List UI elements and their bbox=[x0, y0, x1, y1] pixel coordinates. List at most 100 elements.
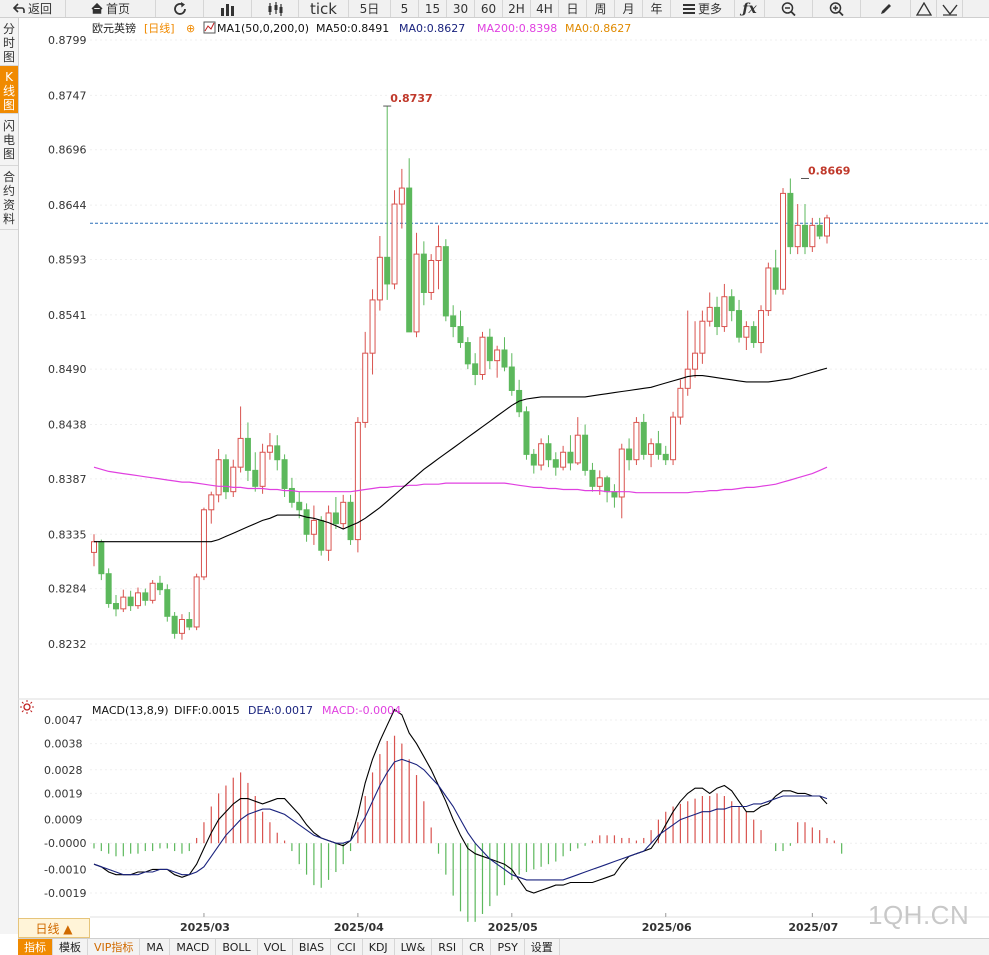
candle-body bbox=[824, 217, 830, 237]
candle bbox=[611, 484, 618, 508]
indicator-tab[interactable]: RSI bbox=[432, 939, 464, 955]
candle bbox=[428, 254, 435, 300]
candle-body bbox=[640, 421, 647, 455]
candle bbox=[171, 612, 178, 639]
candle-body bbox=[266, 445, 273, 453]
candle-body bbox=[406, 187, 413, 333]
indicator-tab[interactable]: VIP指标 bbox=[88, 939, 141, 955]
indicator-tab[interactable]: LW& bbox=[395, 939, 433, 955]
candle-body bbox=[604, 477, 611, 493]
candle-body bbox=[802, 224, 809, 248]
settings-icon[interactable]: ⊕ bbox=[186, 22, 195, 35]
period-week-button[interactable]: 周 bbox=[587, 0, 615, 17]
candle bbox=[127, 590, 134, 611]
tick-button[interactable]: tick bbox=[299, 0, 349, 18]
zoom-out-button[interactable] bbox=[765, 0, 813, 17]
indicator-tab[interactable]: 指标 bbox=[18, 939, 53, 955]
indicator-tab[interactable]: BIAS bbox=[293, 939, 332, 955]
indicator-tab[interactable]: VOL bbox=[258, 939, 293, 955]
candle-body bbox=[354, 421, 361, 541]
candle bbox=[200, 507, 207, 581]
candle-body bbox=[413, 253, 420, 333]
candle bbox=[772, 249, 779, 295]
period-year-button[interactable]: 年 bbox=[643, 0, 671, 17]
indicator-toggle-icon[interactable] bbox=[203, 21, 216, 34]
indicator-tab[interactable]: BOLL bbox=[216, 939, 258, 955]
more-button[interactable]: 更多 bbox=[671, 0, 735, 17]
price-tick-label: 0.8799 bbox=[48, 34, 87, 47]
sidebar-tab-contract[interactable]: 合约资料 bbox=[0, 166, 18, 230]
time-tick-label: 2025/03 bbox=[180, 921, 230, 934]
sidebar-tab-flash[interactable]: 闪电图 bbox=[0, 114, 18, 166]
period-5-button[interactable]: 5 bbox=[391, 0, 419, 17]
candle-body bbox=[486, 336, 493, 362]
refresh-button[interactable] bbox=[156, 0, 204, 17]
period-selector-label: 日线 ▲ bbox=[35, 921, 73, 936]
indicator-tabs: 指标 模板 VIP指标 MA MACD BOLL VOL BIAS CCI KDJ LW& RSI CR… bbox=[18, 938, 989, 955]
triangle-button[interactable] bbox=[911, 0, 937, 17]
indicator-tab[interactable]: 模板 bbox=[53, 939, 88, 955]
candle-body bbox=[457, 326, 464, 344]
candle bbox=[156, 575, 163, 595]
candle-body bbox=[743, 326, 750, 338]
indicator-tab[interactable]: CCI bbox=[331, 939, 363, 955]
indicator-tab[interactable]: CR bbox=[463, 939, 492, 955]
sidebar-tab-timeshare[interactable]: 分时图 bbox=[0, 18, 18, 66]
watermark: 1QH.CN bbox=[868, 900, 970, 930]
dropdown-button[interactable] bbox=[937, 0, 963, 17]
dea-value: DEA:0.0017 bbox=[248, 704, 313, 717]
macd-tick-label: 0.0038 bbox=[44, 738, 83, 751]
bar-chart-button[interactable] bbox=[204, 0, 252, 17]
indicator-tab[interactable]: PSY bbox=[491, 939, 525, 955]
candle bbox=[281, 454, 288, 497]
indicator-tab[interactable]: 设置 bbox=[525, 939, 560, 955]
candle-body bbox=[684, 368, 691, 389]
home-button[interactable]: 首页 bbox=[66, 0, 156, 17]
period-4h-button[interactable]: 4H bbox=[531, 0, 559, 17]
candle-body bbox=[662, 453, 669, 461]
macd-tick-label: 0.0009 bbox=[44, 814, 83, 827]
price-grid bbox=[90, 39, 989, 645]
candle bbox=[824, 214, 830, 244]
candle-body bbox=[369, 299, 376, 354]
candle-chart-button[interactable] bbox=[252, 0, 299, 17]
indicator-tab[interactable]: MA bbox=[140, 939, 171, 955]
zoom-in-button[interactable] bbox=[813, 0, 861, 17]
period-2h-button[interactable]: 2H bbox=[503, 0, 531, 17]
candle bbox=[193, 573, 200, 631]
period-60-button[interactable]: 60 bbox=[475, 0, 503, 17]
candle bbox=[758, 305, 765, 354]
candle bbox=[142, 588, 149, 606]
period-month-button[interactable]: 月 bbox=[615, 0, 643, 17]
candle bbox=[105, 568, 112, 608]
candle-body bbox=[332, 512, 339, 525]
back-button[interactable]: 返回 bbox=[0, 0, 66, 17]
zoom-out-icon bbox=[781, 1, 797, 16]
formula-button[interactable]: ƒx bbox=[735, 0, 765, 17]
ma0-value-b: MA0:0.8627 bbox=[565, 22, 631, 35]
period-selector[interactable]: 日线 ▲ bbox=[18, 918, 90, 938]
candle bbox=[501, 337, 508, 372]
candle bbox=[589, 462, 596, 492]
candle-body bbox=[721, 296, 728, 328]
candle-body bbox=[750, 326, 757, 344]
candle bbox=[684, 310, 691, 396]
candle bbox=[802, 204, 809, 255]
pen-button[interactable] bbox=[861, 0, 911, 17]
candle bbox=[472, 353, 479, 386]
candle bbox=[310, 505, 317, 545]
indicator-tab[interactable]: KDJ bbox=[363, 939, 395, 955]
sun-icon[interactable] bbox=[20, 700, 34, 714]
candle-body bbox=[391, 203, 398, 285]
period-day-button[interactable]: 日 bbox=[559, 0, 587, 17]
sidebar-tab-kline[interactable]: K线图 bbox=[0, 66, 18, 114]
candle-body bbox=[765, 267, 772, 312]
period-30-button[interactable]: 30 bbox=[447, 0, 475, 17]
candle-body bbox=[523, 411, 530, 455]
candle bbox=[208, 491, 215, 524]
indicator-tab[interactable]: MACD bbox=[170, 939, 217, 955]
five-day-button[interactable]: 5日 bbox=[349, 0, 391, 17]
candle-body bbox=[296, 501, 303, 511]
period-15-button[interactable]: 15 bbox=[419, 0, 447, 17]
